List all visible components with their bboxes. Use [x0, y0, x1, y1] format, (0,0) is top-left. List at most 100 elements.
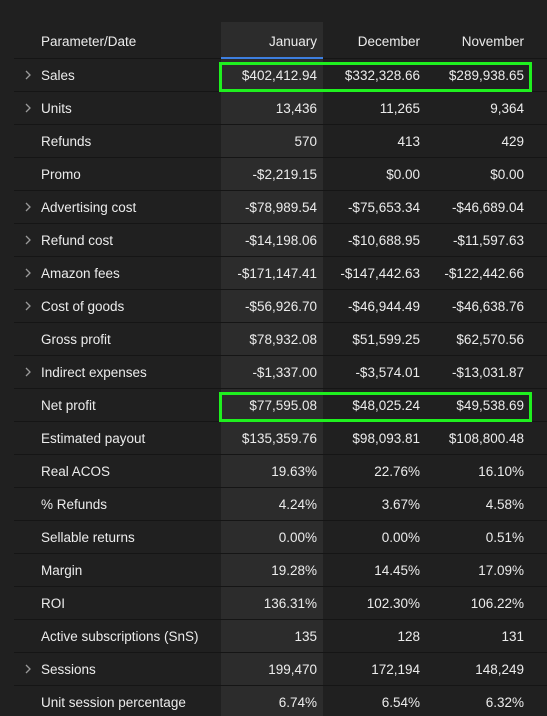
value-cell: $108,800.48: [448, 430, 524, 446]
value-cell: 3.67%: [381, 496, 420, 512]
value-cell: 106.22%: [470, 595, 524, 611]
value-cell: 11,265: [379, 100, 420, 116]
table-row[interactable]: Indirect expenses -$1,337.00 -$3,574.01 -$1…: [14, 356, 547, 389]
value-cell: 131: [501, 628, 524, 644]
value-cell: 19.63%: [271, 463, 317, 479]
value-cell: -$13,031.87: [451, 364, 524, 380]
expand-chevron[interactable]: [24, 235, 32, 245]
value-cell: 14.45%: [374, 562, 420, 578]
value-cell: -$122,442.66: [444, 265, 524, 281]
parameter-label: Promo: [41, 166, 81, 182]
value-cell: -$46,689.04: [451, 199, 524, 215]
value-cell: 0.51%: [485, 529, 524, 545]
parameter-label: Amazon fees: [41, 265, 120, 281]
value-cell: 17.09%: [478, 562, 524, 578]
parameter-label: Gross profit: [41, 331, 111, 347]
column-header[interactable]: December: [357, 33, 420, 49]
active-column-indicator: [221, 57, 323, 59]
table-row[interactable]: Sessions 199,470 172,194 148,249: [14, 653, 547, 686]
value-cell: -$147,442.63: [340, 265, 420, 281]
value-cell: 199,470: [268, 661, 317, 677]
parameter-label: Real ACOS: [41, 463, 111, 479]
table-row: Refunds 570 413 429: [14, 125, 547, 158]
table-row: % Refunds 4.24% 3.67% 4.58%: [14, 488, 547, 521]
table-row[interactable]: Sales $402,412.94 $332,328.66 $289,938.65: [14, 59, 547, 92]
expand-chevron[interactable]: [24, 202, 32, 212]
parameter-label: Indirect expenses: [41, 364, 147, 380]
table-row[interactable]: Amazon fees -$171,147.41 -$147,442.63 -$122…: [14, 257, 547, 290]
expand-chevron[interactable]: [24, 367, 32, 377]
parameter-label: ROI: [41, 595, 66, 611]
parameter-label: Estimated payout: [41, 430, 146, 446]
table-row: Unit session percentage 6.74% 6.54% 6.32%: [14, 686, 547, 716]
value-cell: -$2,219.15: [252, 166, 317, 182]
parameter-label: Margin: [41, 562, 83, 578]
value-cell: $98,093.81: [352, 430, 420, 446]
parameter-label: Net profit: [41, 397, 96, 413]
value-cell: 172,194: [371, 661, 420, 677]
value-cell: 22.76%: [374, 463, 420, 479]
selected-column: [221, 22, 323, 716]
parameter-label: Refund cost: [41, 232, 114, 248]
table-row[interactable]: Cost of goods -$56,926.70 -$46,944.49 -$46,…: [14, 290, 547, 323]
value-cell: 9,364: [490, 100, 524, 116]
table-row: Promo -$2,219.15 $0.00 $0.00: [14, 158, 547, 191]
value-cell: $78,932.08: [249, 331, 317, 347]
value-cell: 102.30%: [366, 595, 420, 611]
expand-chevron[interactable]: [24, 664, 32, 674]
value-cell: -$171,147.41: [237, 265, 317, 281]
value-cell: 0.00%: [278, 529, 317, 545]
table-row[interactable]: Units 13,436 11,265 9,364: [14, 92, 547, 125]
value-cell: $402,412.94: [241, 67, 317, 83]
value-cell: 413: [397, 133, 420, 149]
value-cell: $135,359.76: [241, 430, 317, 446]
value-cell: 6.32%: [485, 694, 524, 710]
expand-chevron[interactable]: [24, 301, 32, 311]
value-cell: 135: [294, 628, 317, 644]
parameter-label: Sales: [41, 67, 75, 83]
highlight-box: [219, 62, 532, 92]
value-cell: $332,328.66: [344, 67, 420, 83]
table-row[interactable]: Advertising cost -$78,989.54 -$75,653.34 -$…: [14, 191, 547, 224]
expand-chevron[interactable]: [24, 70, 32, 80]
value-cell: $62,570.56: [456, 331, 524, 347]
value-cell: 6.54%: [381, 694, 420, 710]
value-cell: 4.58%: [485, 496, 524, 512]
parameter-label: Refunds: [41, 133, 92, 149]
value-cell: 128: [397, 628, 420, 644]
value-cell: 148,249: [475, 661, 524, 677]
column-header[interactable]: November: [461, 33, 524, 49]
header-row: Parameter/Date January December November: [14, 24, 547, 59]
value-cell: 0.00%: [381, 529, 420, 545]
value-cell: $51,599.25: [352, 331, 420, 347]
expand-chevron[interactable]: [24, 103, 32, 113]
parameter-header: Parameter/Date: [41, 33, 137, 49]
value-cell: -$11,597.63: [452, 232, 524, 248]
table-row[interactable]: Refund cost -$14,198.06 -$10,688.95 -$11,59…: [14, 224, 547, 257]
expand-chevron[interactable]: [24, 268, 32, 278]
value-cell: $0.00: [386, 166, 420, 182]
value-cell: -$3,574.01: [355, 364, 420, 380]
value-cell: 570: [294, 133, 317, 149]
value-cell: 16.10%: [478, 463, 524, 479]
value-cell: -$10,688.95: [347, 232, 420, 248]
value-cell: 136.31%: [263, 595, 317, 611]
value-cell: -$1,337.00: [252, 364, 317, 380]
value-cell: $77,595.08: [249, 397, 317, 413]
parameter-label: Sessions: [41, 661, 96, 677]
parameter-label: Cost of goods: [41, 298, 125, 314]
parameter-label: Advertising cost: [41, 199, 137, 215]
value-cell: 4.24%: [278, 496, 317, 512]
value-cell: $0.00: [490, 166, 524, 182]
value-cell: 13,436: [275, 100, 317, 116]
table-row: Margin 19.28% 14.45% 17.09%: [14, 554, 547, 587]
table-row: Sellable returns 0.00% 0.00% 0.51%: [14, 521, 547, 554]
value-cell: $48,025.24: [352, 397, 420, 413]
value-cell: 19.28%: [271, 562, 317, 578]
parameter-label: Active subscriptions (SnS): [41, 628, 199, 644]
table-row: Gross profit $78,932.08 $51,599.25 $62,570.…: [14, 323, 547, 356]
value-cell: -$14,198.06: [244, 232, 317, 248]
column-header[interactable]: January: [268, 33, 317, 49]
value-cell: $289,938.65: [448, 67, 524, 83]
